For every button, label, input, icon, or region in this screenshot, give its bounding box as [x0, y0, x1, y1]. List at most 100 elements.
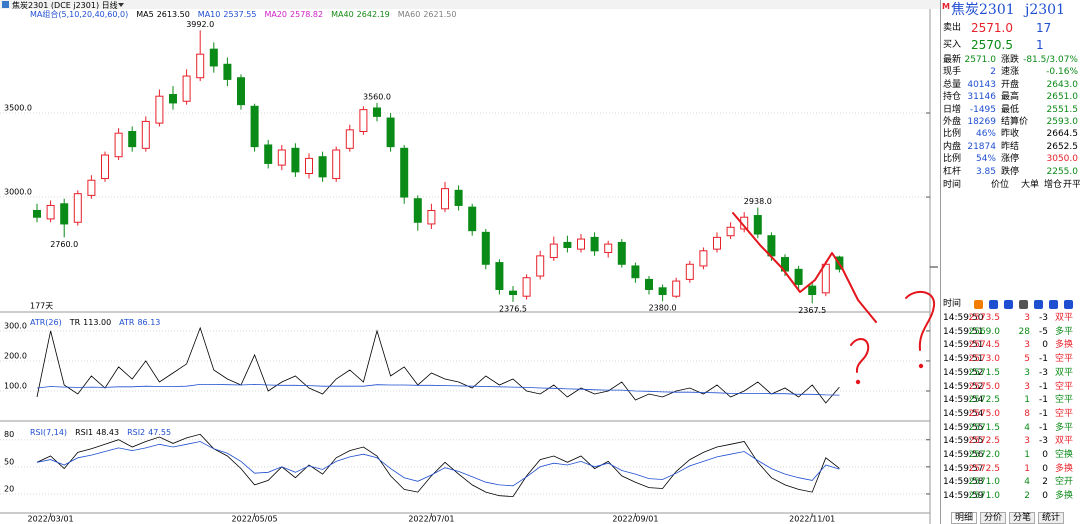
- indicator-name[interactable]: ATR(26): [30, 318, 62, 327]
- candle-body: [685, 263, 694, 280]
- quote-label: 最低: [1001, 104, 1020, 115]
- y-tick-label: 100.0: [4, 381, 27, 390]
- book-volume: 17: [1036, 21, 1052, 35]
- quote-label: 最新: [943, 55, 962, 65]
- quote-value: 2643.0: [1046, 79, 1079, 90]
- y-tick-label: 20: [4, 484, 14, 493]
- trade-volume: 4: [1024, 422, 1030, 433]
- indicator-line: [36, 383, 840, 396]
- candle-body: [114, 132, 123, 158]
- indicator-legend: ATR(26) TR 113.00 ATR 86.13: [30, 318, 160, 327]
- trade-type: 多换: [1055, 340, 1074, 351]
- ma-name: MA60: [398, 10, 421, 19]
- candle-body: [468, 206, 477, 232]
- tab[interactable]: 分价: [980, 512, 1007, 524]
- series-name: RSI1: [75, 428, 93, 437]
- trade-price: 2571.0: [968, 491, 1001, 502]
- trade-time: 14:59:50: [943, 313, 984, 323]
- candle-body: [441, 188, 449, 210]
- candle-body: [835, 256, 844, 270]
- trade-price: 2572.5: [968, 436, 1001, 447]
- trade-price: 2574.5: [968, 340, 1001, 351]
- trade-time: 14:59:57: [943, 463, 984, 474]
- title-strip: [0, 0, 940, 9]
- toolbar-icon: [1019, 300, 1028, 309]
- quote-value: 3050.0: [1046, 154, 1079, 165]
- quote-value: 46%: [975, 129, 996, 140]
- trade-volume: 1: [1024, 463, 1030, 474]
- ma-value: 2621.50: [423, 10, 456, 19]
- candle-body: [196, 53, 205, 79]
- book-volume: 1: [1036, 38, 1044, 52]
- candle-body: [699, 250, 708, 267]
- trade-type: 双平: [1055, 313, 1074, 323]
- quote-label: 速涨: [1001, 67, 1020, 78]
- tab[interactable]: 明细: [951, 512, 978, 524]
- trade-volume: 28: [1018, 326, 1030, 337]
- trade-oi: -1: [1039, 395, 1048, 406]
- candle-body: [209, 48, 218, 67]
- trade-time: 14:59:55: [943, 422, 984, 433]
- trade-time: 14:59:55: [943, 436, 984, 447]
- candle-body: [726, 226, 735, 237]
- x-tick-label: 2022/03/01: [28, 515, 74, 524]
- candle-body: [155, 95, 164, 124]
- trade-oi: -3: [1039, 436, 1048, 447]
- candle-body: [590, 236, 599, 252]
- quote-value: -1495: [969, 104, 996, 115]
- extreme-label: 2376.5: [499, 304, 527, 313]
- indicator-name[interactable]: RSI(7,14): [30, 428, 67, 437]
- trade-price: 2572.0: [968, 450, 1001, 460]
- trade-time: 14:59:52: [943, 381, 984, 392]
- quote-panel: M 焦炭2301 j2301 卖出 2571.0 17 买入 2570.5 1 最新 2571.0 涨…: [940, 0, 1080, 524]
- trade-volume: 8: [1024, 408, 1030, 419]
- x-tick-label: 2022/05/05: [232, 515, 278, 524]
- quote-value: 2664.5: [1046, 129, 1079, 140]
- candle-body: [413, 198, 422, 223]
- trade-volume: 5: [1024, 354, 1030, 365]
- trade-oi: 0: [1042, 450, 1048, 460]
- candle-body: [631, 265, 640, 279]
- chart-area: 焦炭2301 (DCE j2301) 日线 3000.0 3500.0 MA组合(5…: [0, 0, 940, 524]
- indicator-line: [36, 433, 840, 498]
- candle-body: [740, 216, 749, 230]
- candle-body: [264, 144, 273, 164]
- quote-value: 3.85: [975, 166, 996, 177]
- candle-body: [182, 75, 191, 102]
- indicator-name[interactable]: MA组合(5,10,20,40,60,0): [30, 9, 128, 19]
- trade-volume: 2: [1024, 491, 1030, 502]
- candle-body: [781, 257, 789, 272]
- candle-body: [794, 268, 803, 285]
- series-value: 113.00: [83, 318, 111, 327]
- candle-body: [169, 94, 177, 104]
- trade-type: 多换: [1055, 463, 1074, 474]
- candle-body: [481, 231, 490, 265]
- candle-body: [808, 285, 817, 296]
- candle-body: [454, 189, 463, 206]
- quote-label: 内盘: [943, 141, 962, 152]
- tab[interactable]: 分笔: [1009, 512, 1036, 524]
- dropdown-arrow: [118, 3, 124, 7]
- candle-body: [373, 107, 381, 117]
- column-header: 时间: [943, 180, 962, 190]
- quote-label: 总量: [943, 79, 962, 90]
- ma-name: MA40: [331, 10, 354, 19]
- quote-value: 2652.5: [1046, 141, 1079, 152]
- quote-value: 54%: [975, 154, 996, 165]
- indicator-line: [36, 441, 840, 487]
- bar-count: 177天: [30, 302, 53, 311]
- indicator-legend: RSI(7,14) RSI1 48.43 RSI2 47.55: [30, 428, 171, 437]
- ma-name: MA10: [198, 10, 221, 19]
- trade-price: 2573.5: [968, 313, 1001, 323]
- candle-body: [645, 278, 653, 290]
- quote-title: 焦炭2301: [951, 2, 1015, 18]
- trade-type: 空开: [1055, 477, 1074, 488]
- period[interactable]: 日线: [102, 0, 118, 10]
- app-icon: [2, 1, 9, 8]
- ma-value: 2578.82: [290, 10, 323, 19]
- indicator-line: [36, 326, 840, 404]
- trade-type: 双平: [1055, 436, 1074, 447]
- trade-type: 空平: [1055, 408, 1074, 419]
- trade-time: 14:59:51: [943, 354, 984, 365]
- tab[interactable]: 统计: [1038, 512, 1065, 524]
